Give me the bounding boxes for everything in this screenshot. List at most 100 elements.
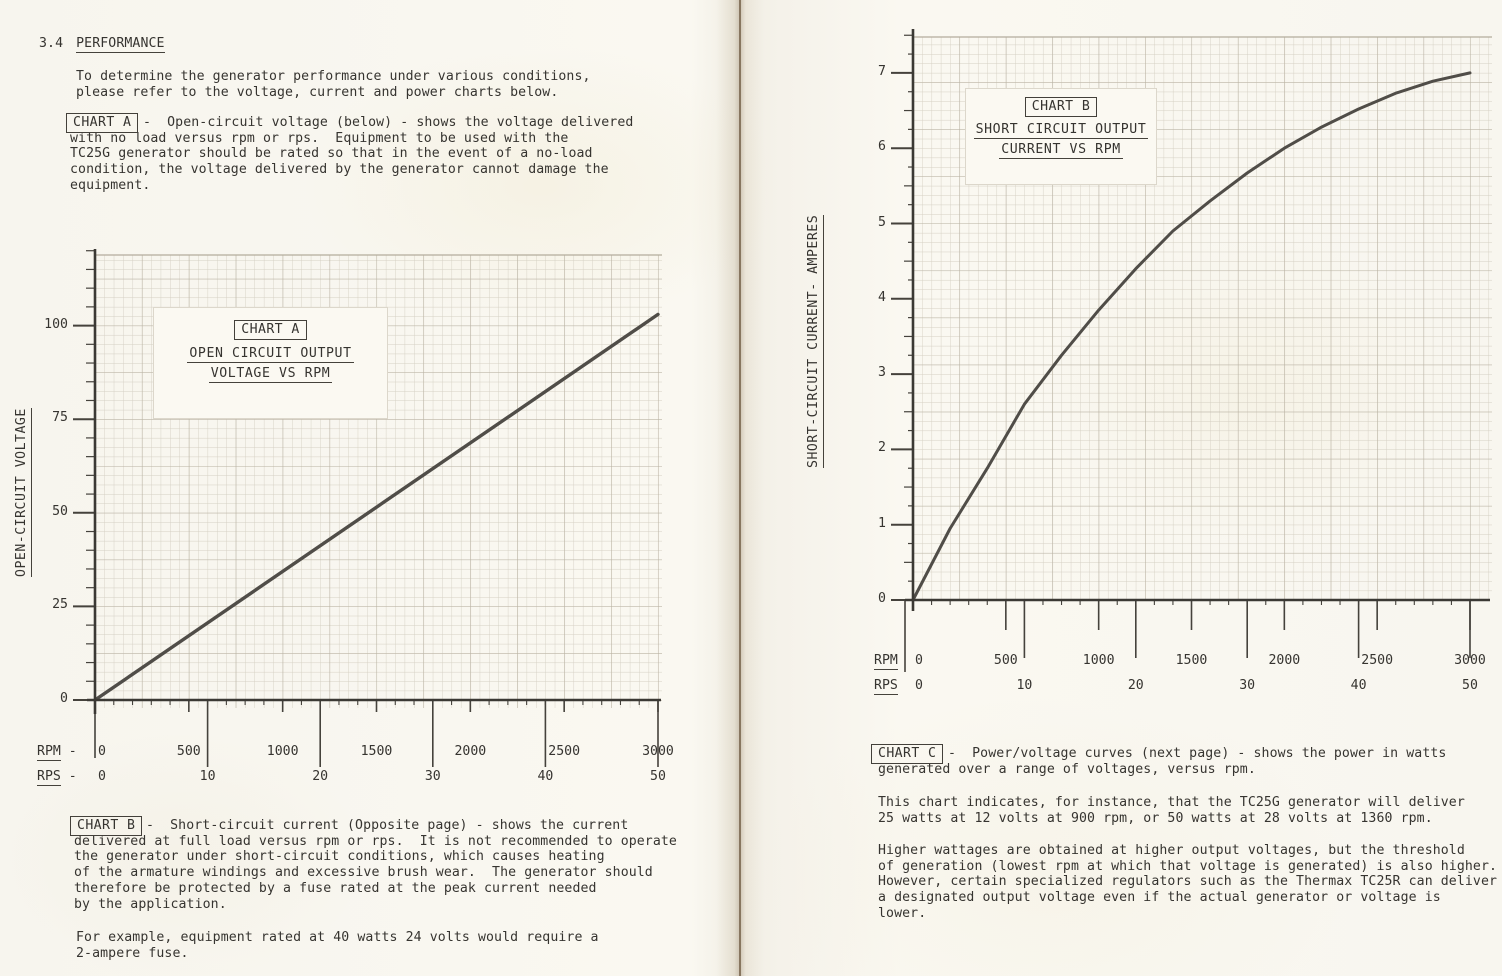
paragraph-line: equipment. — [70, 177, 151, 193]
intro-paragraph: To determine the generator performance u… — [76, 69, 591, 100]
paragraph-line: generated over a range of voltages, vers… — [878, 761, 1256, 777]
chart-a-rpm-row-label: RPM - — [37, 744, 77, 761]
chart-a-subtitle: VOLTAGE VS RPM — [208, 366, 333, 383]
chart-a-rpm-tick-label: 0 — [98, 744, 106, 759]
paragraph-line: therefore be protected by a fuse rated a… — [74, 880, 597, 896]
chart-b-tag-box: CHART B — [70, 816, 143, 836]
chart-b-rps-row-label: RPS — [874, 678, 898, 695]
chart-b-y-tick-label: 6 — [878, 139, 886, 155]
chart-b-rps-tick-label: 10 — [1016, 678, 1033, 693]
chart-a-rpm-tick-label: 2000 — [454, 744, 487, 759]
chart-a-rpm-tick-label: 500 — [176, 744, 201, 759]
chart-a-y-tick-label: 50 — [52, 503, 68, 519]
chart-a-rps-tick-label: 0 — [98, 769, 106, 784]
chart-a-y-tick-label: 25 — [52, 597, 68, 613]
chart-b-subtitle: SHORT CIRCUIT OUTPUT — [973, 122, 1149, 139]
paragraph-line: the generator under short-circuit condit… — [74, 849, 605, 865]
section-number: 3.4 — [39, 36, 64, 51]
chart-b-rps-tick-label: 0 — [915, 678, 923, 693]
paragraph-line: This chart indicates, for instance, that… — [878, 795, 1465, 810]
chart-a-rpm-tick-label: 3000 — [642, 744, 674, 759]
chart-a-rps-tick-label: 20 — [312, 769, 329, 784]
section-heading: 3.4 PERFORMANCE — [39, 36, 165, 53]
chart-a-series-line — [93, 312, 660, 702]
paragraph-line: delivered at full load versus rpm or rps… — [74, 833, 677, 849]
chart-a-rps-row-label: RPS - — [37, 769, 77, 786]
chart-a-y-tick-label: 75 — [52, 410, 68, 426]
paragraph-line: of the armature windings and excessive b… — [74, 865, 653, 881]
chart-b-rpm-tick-label: 1500 — [1175, 653, 1208, 668]
paragraph-line: For example, equipment rated at 40 watts… — [76, 930, 599, 945]
chart-c-tag-box: CHART C — [871, 744, 944, 764]
chart-c-note: CHART C - Power/voltage curves (next pag… — [871, 744, 1447, 777]
chart-a-rps-tick-label: 40 — [537, 769, 554, 784]
chart-a-y-axis-label: OPEN-CIRCUIT VOLTAGE — [14, 408, 32, 577]
chart-b-series-line — [911, 71, 1472, 602]
chart-a-rpm-row-title: RPM — [37, 744, 61, 761]
chart-b-title-box: CHART B SHORT CIRCUIT OUTPUT CURRENT VS … — [965, 88, 1157, 185]
chart-a-tag-box: CHART A — [66, 113, 139, 133]
paragraph-line: condition, the voltage delivered by the … — [70, 162, 609, 178]
chart-a-rps-tick-label: 30 — [424, 769, 441, 784]
chart-a-rpm-tick-label: 2500 — [548, 744, 581, 759]
chart-b-y-axis-label: SHORT-CIRCUIT CURRENT- AMPERES — [806, 214, 824, 468]
chart-a-note: CHART A - Open-circuit voltage (below) -… — [66, 113, 634, 194]
chart-b-y-tick-label: 0 — [878, 591, 886, 606]
chart-a-rps-row-title: RPS — [37, 769, 61, 786]
chart-b-y-tick-label: 5 — [878, 214, 886, 230]
chart-a-rpm-tick-label: 1000 — [266, 744, 299, 759]
paragraph-line: 25 watts at 12 volts at 900 rpm, or 50 w… — [878, 810, 1433, 826]
chart-b-note: CHART B - Short-circuit current (Opposit… — [70, 816, 677, 912]
chart-c-example-paragraph: This chart indicates, for instance, that… — [878, 795, 1465, 826]
chart-b-y-tick-label: 3 — [878, 365, 886, 381]
chart-b-title: CHART B — [1024, 97, 1098, 117]
paragraph-line: Higher wattages are obtained at higher o… — [878, 843, 1465, 858]
paragraph-line: To determine the generator performance u… — [76, 69, 591, 84]
page-fold-line — [739, 0, 741, 976]
paragraph-line: However, certain specialized regulators … — [878, 874, 1498, 890]
section-title: PERFORMANCE — [76, 36, 165, 53]
chart-b-y-tick-label: 7 — [878, 63, 886, 79]
paragraph-line: - Power/voltage curves (next page) - sho… — [948, 746, 1447, 761]
chart-a-title-box: CHART A OPEN CIRCUIT OUTPUT VOLTAGE VS R… — [153, 307, 388, 419]
chart-a-subtitle: OPEN CIRCUIT OUTPUT — [187, 346, 354, 363]
chart-b-rps-tick-label: 50 — [1462, 678, 1478, 693]
chart-b-rps-tick-label: 30 — [1239, 678, 1256, 693]
chart-b-rpm-tick-label: 500 — [993, 653, 1018, 668]
paragraph-line: 2-ampere fuse. — [76, 945, 189, 961]
chart-b-rpm-tick-label: 2000 — [1268, 653, 1301, 668]
row-label-dash: - — [60, 744, 77, 759]
chart-a-title: CHART A — [234, 320, 307, 340]
chart-b-rpm-tick-label: 2500 — [1361, 653, 1394, 668]
paragraph-line: lower. — [878, 905, 927, 921]
paragraph-line: - Open-circuit voltage (below) - shows t… — [143, 115, 634, 130]
row-label-dash: - — [60, 769, 77, 784]
fuse-example-paragraph: For example, equipment rated at 40 watts… — [76, 930, 599, 961]
chart-a-y-tick-label: 100 — [44, 316, 68, 332]
chart-b-y-tick-label: 4 — [878, 289, 886, 305]
chart-b-rps-tick-label: 20 — [1127, 678, 1144, 693]
chart-a-y-tick-label: 0 — [60, 691, 68, 706]
chart-b-y-tick-label: 1 — [878, 515, 886, 531]
chart-b-y-tick-label: 2 — [878, 440, 886, 456]
paragraph-line: with no load versus rpm or rps. Equipmen… — [70, 130, 569, 146]
paragraph-line: of generation (lowest rpm at which that … — [878, 858, 1498, 874]
chart-b-rps-tick-label: 40 — [1350, 678, 1367, 693]
paragraph-line: by the application. — [74, 896, 227, 912]
paragraph-line: a designated output voltage even if the … — [878, 890, 1441, 906]
chart-a-rps-tick-label: 10 — [199, 769, 216, 784]
chart-b-rpm-tick-label: 3000 — [1454, 653, 1486, 668]
paragraph-line: please refer to the voltage, current and… — [76, 84, 559, 100]
chart-b-rpm-tick-label: 0 — [915, 653, 923, 668]
chart-b-subtitle: CURRENT VS RPM — [999, 142, 1123, 159]
chart-b-rpm-tick-label: 1000 — [1082, 653, 1115, 668]
chart-b-rpm-row-title: RPM — [874, 653, 898, 670]
chart-a-rps-tick-label: 50 — [650, 769, 666, 784]
chart-a-rpm-tick-label: 1500 — [360, 744, 393, 759]
paragraph-line: - Short-circuit current (Opposite page) … — [146, 818, 629, 833]
wattage-threshold-paragraph: Higher wattages are obtained at higher o… — [878, 843, 1497, 922]
chart-b-rpm-row-label: RPM — [874, 653, 898, 670]
chart-b-rps-row-title: RPS — [874, 678, 898, 695]
paragraph-line: TC25G generator should be rated so that … — [70, 146, 593, 162]
